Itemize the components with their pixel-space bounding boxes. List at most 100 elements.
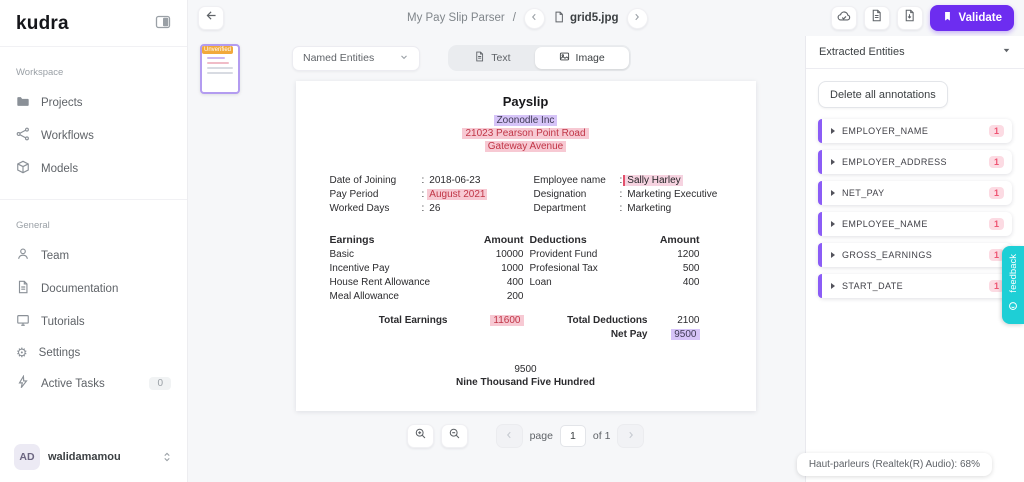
sidebar: kudra Workspace Projects (0, 0, 188, 482)
tab-image[interactable]: Image (534, 47, 629, 69)
delete-all-annotations-button[interactable]: Delete all annotations (818, 81, 948, 108)
table-cell: Basic (329, 249, 354, 260)
prev-page-button[interactable] (495, 424, 523, 448)
content: Unverified Named Entities (188, 36, 805, 482)
employer-name-annotation[interactable]: Zoonodle Inc (493, 115, 558, 126)
sidebar-item-settings[interactable]: ⚙ Settings (0, 338, 187, 367)
entity-count-badge: 1 (988, 218, 1004, 230)
chevron-down-icon[interactable] (1002, 46, 1011, 58)
gross-earnings-annotation[interactable]: 11600 (490, 315, 524, 326)
viewer-toolbar: Named Entities (246, 36, 805, 79)
footer-amount: 9500 (514, 364, 537, 375)
entity-name: START_DATE (842, 281, 904, 291)
document-icon (16, 280, 30, 297)
start-date-annotation[interactable]: August 2021 (427, 189, 488, 200)
pager: page 1 of 1 (406, 424, 645, 448)
breadcrumb-separator: / (512, 12, 516, 24)
user-menu[interactable]: AD walidamamou (0, 432, 187, 482)
sidebar-collapse-button[interactable] (155, 14, 171, 35)
caret-right-icon (831, 283, 835, 289)
prev-file-button[interactable] (523, 7, 545, 29)
next-file-button[interactable] (626, 7, 648, 29)
entity-accent-bar (818, 243, 822, 267)
feedback-tab[interactable]: feedback (1002, 246, 1024, 324)
col-header: Amount (659, 234, 700, 246)
entity-name: GROSS_EARNINGS (842, 250, 933, 260)
sidebar-item-models[interactable]: Models (0, 152, 187, 185)
entity-accent-bar (818, 119, 822, 143)
footer-amount-words: Nine Thousand Five Hundred (456, 377, 595, 388)
table-cell: 200 (506, 291, 524, 302)
topbar-actions: Validate (830, 5, 1014, 31)
entity-row-employee-name[interactable]: EMPLOYEE_NAME 1 (818, 212, 1012, 236)
folder-icon (16, 94, 30, 111)
caret-right-icon (831, 159, 835, 165)
field-value-text: 2018-06-23 (429, 175, 481, 186)
next-page-button[interactable] (617, 424, 645, 448)
entity-accent-bar (818, 274, 822, 298)
sidebar-item-tutorials[interactable]: Tutorials (0, 305, 187, 338)
active-tasks-badge: 0 (149, 377, 171, 390)
cloud-sync-button[interactable] (830, 6, 857, 30)
payslip-footer: 9500 Nine Thousand Five Hundred (296, 363, 756, 389)
employee-name-annotation[interactable]: Sally Harley (625, 175, 683, 186)
chevron-down-icon (399, 52, 409, 65)
table-cell: 500 (682, 263, 700, 274)
empty-cell (454, 329, 524, 340)
page-thumbnail[interactable]: Unverified (200, 44, 240, 94)
page-number-input[interactable]: 1 (559, 425, 586, 447)
sidebar-item-workflows[interactable]: Workflows (0, 119, 187, 152)
sidebar-item-label: Projects (41, 96, 83, 109)
zoom-in-icon (414, 427, 427, 445)
back-button[interactable] (198, 6, 224, 30)
entity-count-badge: 1 (988, 280, 1004, 292)
field-value: : Sally Harley (619, 175, 683, 186)
employer-address-annotation[interactable]: Gateway Avenue (484, 141, 567, 152)
table-cell: 1000 (501, 263, 524, 274)
entity-type-select[interactable]: Named Entities (292, 45, 420, 71)
sidebar-item-documentation[interactable]: Documentation (0, 272, 187, 305)
employer-address-annotation[interactable]: 21023 Pearson Point Road (462, 128, 589, 139)
sidebar-item-label: Documentation (41, 282, 119, 295)
zoom-out-button[interactable] (440, 424, 468, 448)
panel-title: Extracted Entities (819, 46, 905, 58)
net-pay-annotation[interactable]: 9500 (671, 329, 700, 340)
address-line-2: Gateway Avenue (296, 140, 756, 153)
main-area: My Pay Slip Parser / grid5.jpg (188, 0, 1024, 482)
document-viewer: Named Entities (246, 36, 805, 482)
table-cell (654, 291, 700, 302)
table-cell: House Rent Allowance (329, 277, 431, 288)
sidebar-item-label: Settings (38, 346, 81, 359)
entity-row-start-date[interactable]: START_DATE 1 (818, 274, 1012, 298)
sidebar-item-team[interactable]: Team (0, 239, 187, 272)
export-doc-button[interactable] (896, 6, 923, 30)
project-title: My Pay Slip Parser (406, 12, 505, 24)
cube-icon (16, 160, 30, 177)
tab-text-label: Text (491, 52, 511, 64)
sidebar-item-active-tasks[interactable]: Active Tasks 0 (0, 367, 187, 400)
brand-logo: kudra (16, 13, 69, 34)
validate-button[interactable]: Validate (929, 5, 1014, 31)
address-line-1: 21023 Pearson Point Road (296, 127, 756, 140)
download-doc-button[interactable] (863, 6, 890, 30)
validate-label: Validate (958, 12, 1002, 24)
page-of-label: of 1 (592, 430, 611, 442)
entity-row-gross-earnings[interactable]: GROSS_EARNINGS 1 (818, 243, 1012, 267)
col-header: Earnings (329, 234, 375, 246)
caret-right-icon (831, 128, 835, 134)
table-cell: Incentive Pay (329, 263, 390, 274)
tab-text[interactable]: Text (450, 47, 534, 69)
current-file[interactable]: grid5.jpg (553, 11, 619, 26)
monitor-icon (16, 313, 30, 330)
sidebar-item-label: Tutorials (41, 315, 85, 328)
entity-row-employer-address[interactable]: EMPLOYER_ADDRESS 1 (818, 150, 1012, 174)
entity-row-employer-name[interactable]: EMPLOYER_NAME 1 (818, 119, 1012, 143)
sidebar-item-projects[interactable]: Projects (0, 86, 187, 119)
chevron-right-icon (626, 427, 636, 445)
zoom-in-button[interactable] (406, 424, 434, 448)
workflow-icon (16, 127, 30, 144)
entity-row-net-pay[interactable]: NET_PAY 1 (818, 181, 1012, 205)
workspace-nav: Projects Workflows Models (0, 86, 187, 185)
entity-name: EMPLOYER_ADDRESS (842, 157, 947, 167)
body-row: Unverified Named Entities (188, 36, 1024, 482)
